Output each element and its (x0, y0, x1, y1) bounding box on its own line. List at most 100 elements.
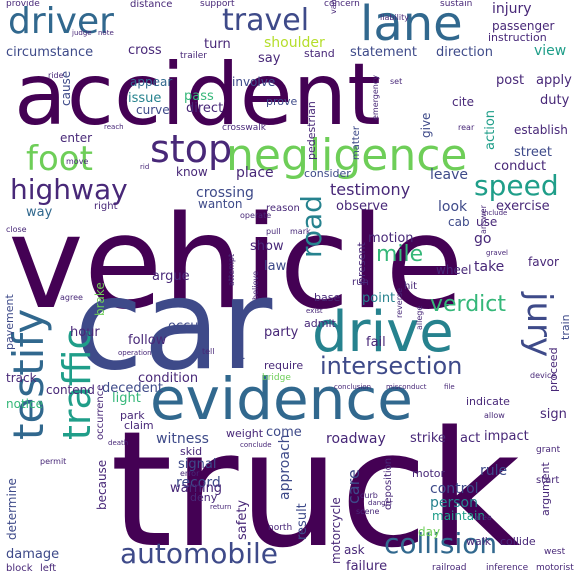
word-curb: curb (360, 491, 378, 500)
word-crossing: crossing (196, 185, 254, 201)
word-file: file (444, 383, 455, 391)
word-set: set (390, 77, 403, 86)
word-come: come (266, 425, 302, 440)
word-party: party (264, 325, 299, 340)
word-truck: truck (110, 396, 521, 576)
word-wheel: wheel (436, 263, 472, 277)
word-mile: mile (376, 242, 424, 267)
word-allow: allow (484, 411, 505, 420)
word-direction: direction (436, 45, 493, 60)
word-pass: pass (184, 89, 214, 104)
word-curve: curve (136, 103, 170, 117)
word-injury: injury (492, 1, 532, 17)
word-issue: issue (128, 91, 162, 106)
word-witness: witness (156, 431, 209, 447)
word-reason: reason (266, 203, 300, 214)
word-walk: walk (466, 535, 492, 548)
word-indicate: indicate (466, 395, 510, 408)
word-stop: stop (150, 127, 233, 171)
word-give: give (419, 112, 433, 138)
word-occur: occur (168, 319, 204, 334)
word-fail: fail (366, 335, 386, 350)
word-motorcycle: motorcycle (329, 497, 343, 564)
word-light: light (112, 391, 141, 406)
word-establish: establish (514, 123, 568, 137)
word-show: show (250, 239, 284, 254)
word-rear: rear (458, 123, 475, 132)
word-favor: favor (528, 255, 559, 269)
word-gravel: gravel (486, 249, 509, 257)
word-act: act (460, 431, 481, 446)
word-circumstance: circumstance (6, 45, 94, 60)
word-judge: judge (72, 29, 92, 37)
word-approach: approach (277, 434, 293, 500)
word-foot: foot (26, 139, 93, 179)
word-block: block (6, 563, 33, 574)
word-right: right (94, 201, 118, 212)
word-death: death (108, 439, 129, 447)
word-cite: cite (452, 95, 475, 109)
word-collision: collision (384, 527, 498, 560)
word-control: control (430, 481, 479, 497)
word-speed: speed (474, 169, 559, 202)
word-allege: allege (415, 305, 424, 330)
word-apply: apply (536, 73, 572, 88)
word-van: van (329, 0, 338, 14)
word-cross: cross (128, 43, 162, 58)
word-permit: permit (40, 457, 67, 466)
word-believe: believe (251, 270, 260, 300)
word-move: move (66, 157, 89, 166)
word-matter: matter (351, 126, 362, 160)
word-strike: strike (410, 431, 446, 446)
word-pedestrian: pedestrian (305, 101, 318, 160)
word-day: day (418, 525, 441, 539)
word-car: car (74, 251, 273, 398)
word-provide: provide (6, 0, 40, 9)
word-failure: failure (346, 559, 388, 574)
word-lane: lane (360, 0, 463, 52)
word-trailer: trailer (180, 51, 207, 61)
word-condition: condition (138, 371, 199, 386)
word-collide: collide (500, 535, 536, 548)
word-exist: exist (306, 307, 323, 315)
word-negligence: negligence (226, 130, 468, 181)
word-ask: ask (344, 543, 365, 557)
word-say: say (258, 51, 281, 66)
word-start: start (536, 475, 560, 486)
word-close: close (6, 225, 27, 234)
word-way: way (26, 205, 53, 220)
word-consider: consider (304, 167, 351, 180)
word-use: use (476, 215, 498, 229)
word-wanton: wanton (198, 197, 243, 211)
word-accident: accident (14, 45, 381, 145)
word-automobile: automobile (120, 537, 278, 570)
word-go: go (474, 231, 492, 247)
word-require: require (264, 359, 304, 372)
word-bridge: bridge (262, 373, 291, 383)
word-appear: appear (130, 75, 173, 89)
word-highway: highway (10, 173, 128, 206)
word-device: device (530, 371, 557, 380)
word-maintain: maintain (432, 509, 485, 523)
word-street: street (514, 145, 553, 160)
word-roadway: roadway (326, 431, 386, 447)
word-claim: claim (124, 419, 154, 432)
word-motor: motor (412, 467, 446, 480)
word-support: support (200, 0, 235, 9)
word-tell: tell (202, 347, 215, 356)
word-involve: involve (232, 75, 276, 89)
word-person: person (430, 495, 478, 511)
word-return: return (210, 503, 232, 511)
word-result: result (295, 503, 310, 540)
word-post: post (496, 73, 525, 88)
word-rid: rid (140, 163, 150, 171)
word-motorist: motorist (536, 563, 574, 573)
word-mark: mark (290, 227, 311, 236)
word-leave: leave (430, 167, 468, 183)
word-drive: drive (312, 300, 454, 365)
word-danger: danger (368, 499, 393, 507)
word-train: train (559, 314, 572, 340)
word-rule: rule (480, 463, 508, 479)
word-because: because (95, 459, 109, 510)
word-admit: admit (304, 317, 336, 330)
